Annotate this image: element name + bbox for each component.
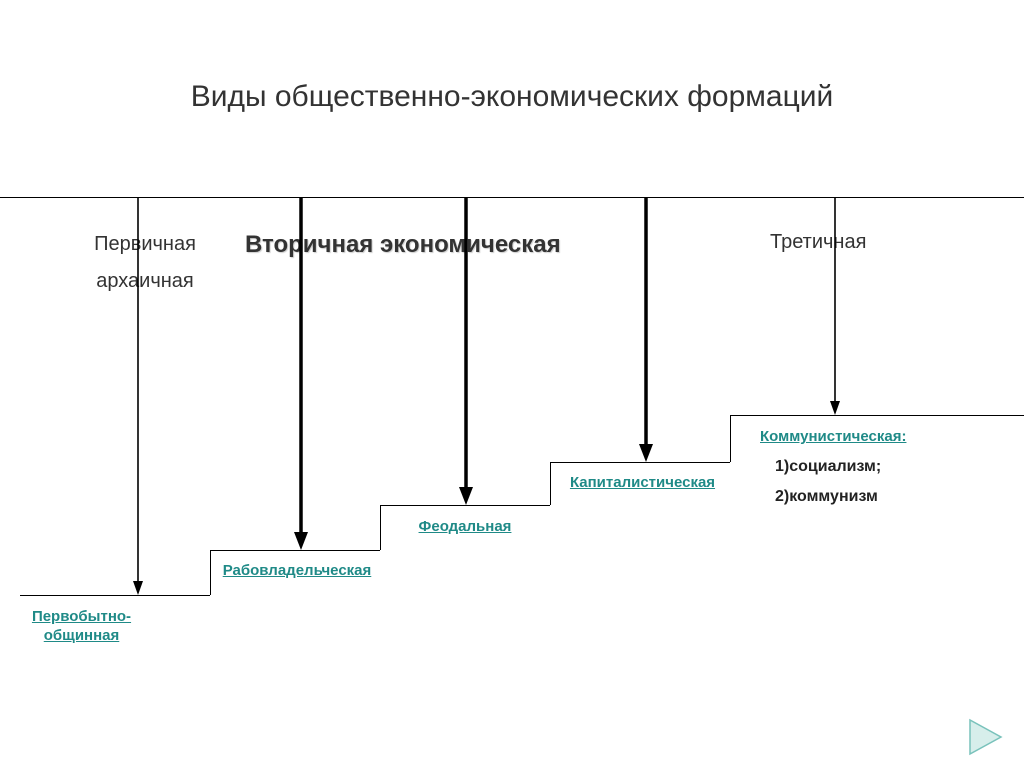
step-label-0-text: Первобытно-общинная [32,608,131,644]
arrow-1 [294,197,308,550]
stair-riser-0 [210,550,211,595]
step-label-4: Коммунистическая: [760,428,930,445]
stair-riser-3 [730,415,731,462]
step-label-1-text: Рабовладельческая [223,562,372,579]
step-label-4-text: Коммунистическая: [760,428,906,445]
step-label-3: Капиталистическая [555,474,730,491]
arrow-2 [459,197,473,505]
arrow-0 [133,197,143,595]
step-label-2-text: Феодальная [419,518,512,535]
stair-tread-3 [550,462,730,463]
stair-riser-2 [550,462,551,505]
stair-tread-4 [730,415,1024,416]
stair-tread-1 [210,550,380,551]
step-label-0: Первобытно-общинная [24,608,139,646]
communist-sublist: 1)социализм; 2)коммунизм [775,452,881,513]
header-divider [0,197,1024,198]
category-primary-line1: Первичная [75,233,215,256]
step-label-3-text: Капиталистическая [570,474,715,491]
step-label-2: Феодальная [395,518,535,535]
page-title: Виды общественно-экономических формаций [0,80,1024,114]
sublist-item-2: 2)коммунизм [775,482,881,512]
stair-riser-1 [380,505,381,550]
stair-tread-2 [380,505,550,506]
stair-tread-0 [20,595,210,596]
category-primary: Первичная архаичная [75,233,215,293]
arrow-4 [830,197,840,415]
arrow-3 [639,197,653,462]
next-slide-outline [968,718,1004,756]
category-tertiary: Третичная [770,231,866,254]
category-primary-line2: архаичная [75,270,215,293]
step-label-1: Рабовладельческая [212,562,382,579]
sublist-item-1: 1)социализм; [775,452,881,482]
category-secondary: Вторичная экономическая [245,231,561,259]
